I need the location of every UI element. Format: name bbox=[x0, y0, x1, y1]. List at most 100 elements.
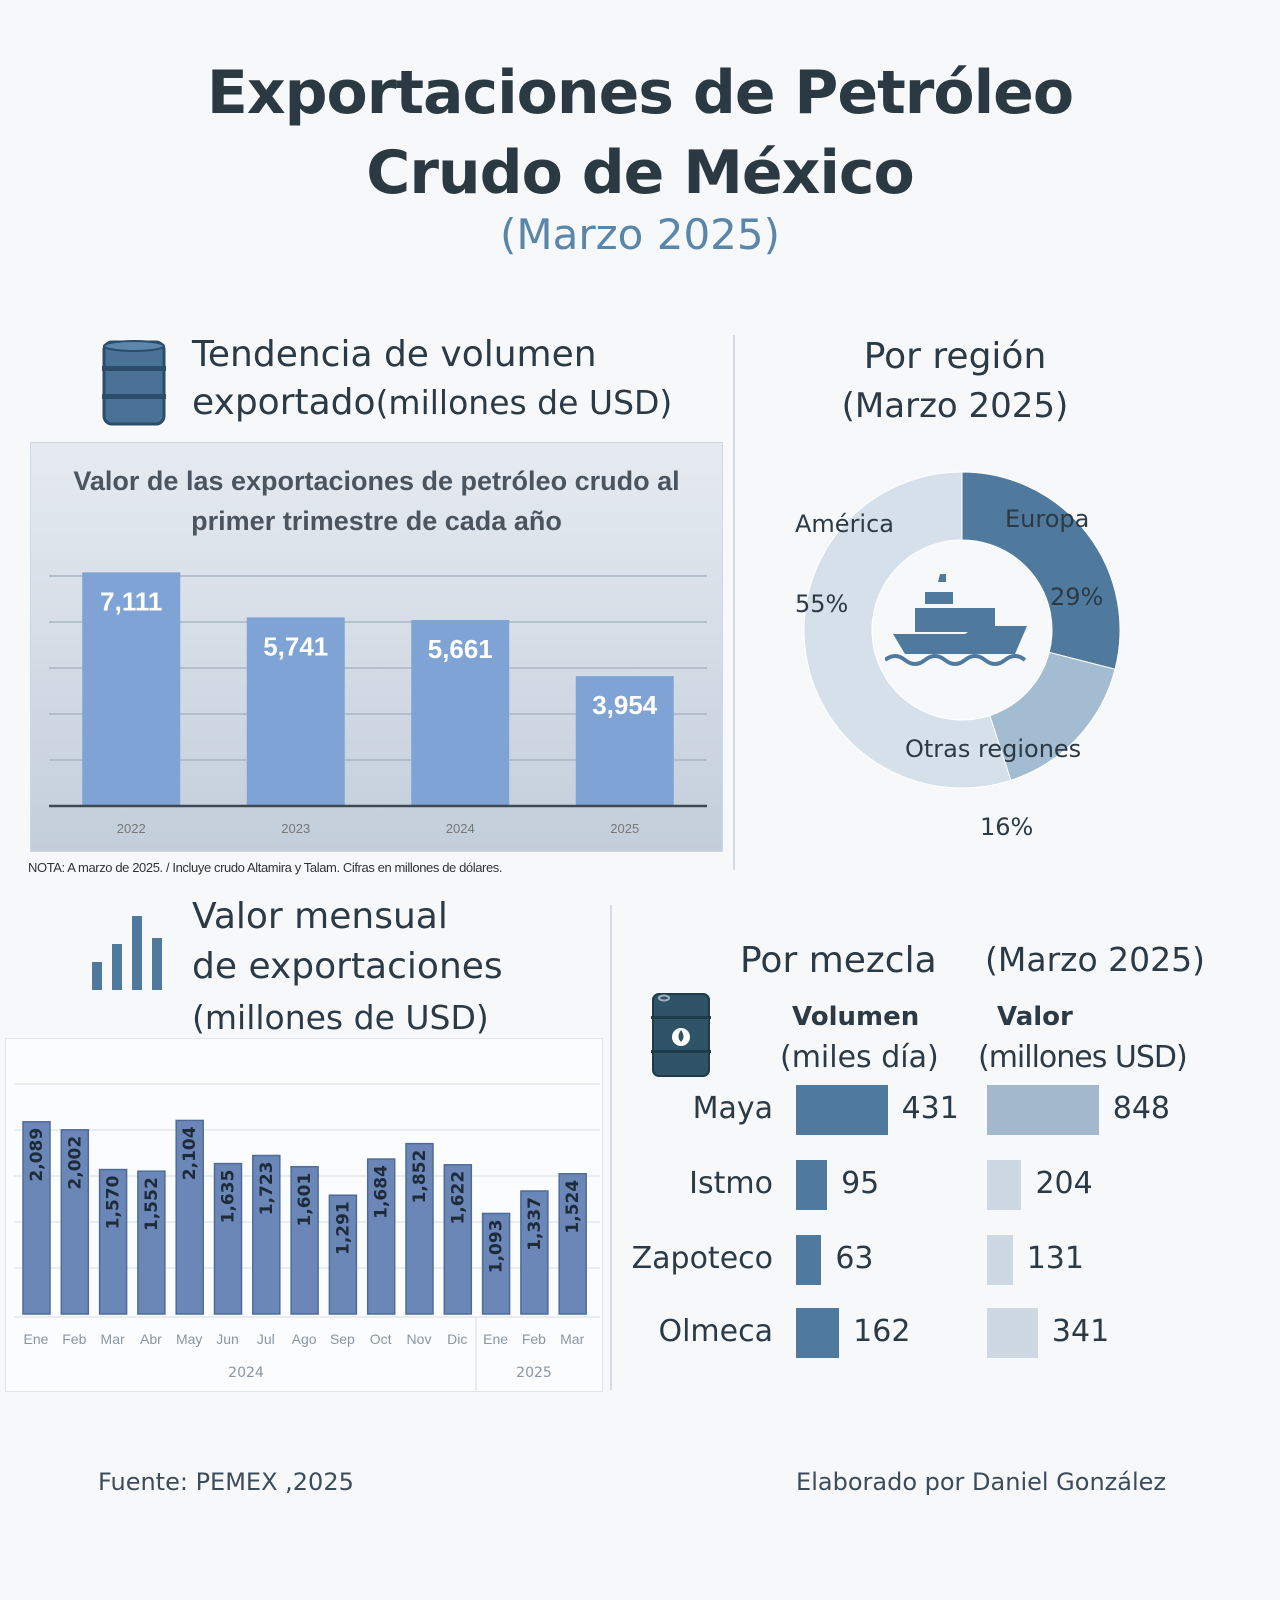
ship-icon bbox=[885, 574, 1027, 666]
x-tick-label: 2022 bbox=[117, 821, 146, 836]
section-divider bbox=[733, 335, 735, 870]
value-value: 131 bbox=[1026, 1241, 1084, 1276]
x-tick-label: Jun bbox=[216, 1331, 239, 1347]
donut-value-otras: 16% bbox=[980, 813, 1034, 841]
bar-2 bbox=[98, 1168, 128, 1315]
bar-10 bbox=[405, 1142, 434, 1315]
x-tick-label: Ene bbox=[24, 1331, 49, 1347]
bar-2023 bbox=[246, 617, 345, 806]
bar-value-label: 1,635 bbox=[219, 1170, 239, 1224]
bar-value-label: 5,741 bbox=[263, 631, 328, 661]
x-tick-label: Dic bbox=[447, 1331, 467, 1347]
oil-barrel-icon bbox=[102, 340, 166, 426]
x-tick-label: 2023 bbox=[281, 821, 310, 836]
value-bar bbox=[987, 1308, 1038, 1358]
mix-col2-label: Valor bbox=[997, 1002, 1073, 1032]
bar-value-label: 3,954 bbox=[592, 690, 658, 720]
mix-row-label: Olmeca bbox=[658, 1314, 773, 1349]
x-tick-label: Feb bbox=[62, 1331, 86, 1347]
mix-col1-unit: (miles día) bbox=[780, 1040, 939, 1075]
value-value: 341 bbox=[1051, 1314, 1110, 1349]
bar-14 bbox=[558, 1173, 587, 1315]
mix-row-label: Zapoteco bbox=[631, 1241, 773, 1276]
x-tick-label: Jul bbox=[257, 1331, 275, 1347]
region-heading-line1: Por región bbox=[863, 336, 1047, 377]
group-label-2024: 2024 bbox=[228, 1365, 264, 1381]
bar-11 bbox=[443, 1164, 473, 1315]
footer-source: Fuente: PEMEX ,2025 bbox=[98, 1468, 354, 1496]
annual-exports-chart: Valor de las exportaciones de petróleo c… bbox=[30, 442, 723, 852]
mix-heading: Por mezcla bbox=[740, 940, 937, 981]
section-divider bbox=[610, 905, 612, 1390]
x-tick-label: Mar bbox=[560, 1331, 584, 1347]
bar-value-label: 7,111 bbox=[100, 586, 162, 616]
bar-value-label: 1,337 bbox=[525, 1197, 545, 1251]
page-subtitle: (Marzo 2025) bbox=[500, 210, 780, 259]
bar-value-label: 1,622 bbox=[448, 1171, 468, 1225]
donut-slice-américa bbox=[803, 471, 1012, 789]
bar-8 bbox=[328, 1194, 358, 1315]
donut-label-otras: Otras regiones bbox=[905, 735, 1082, 763]
volume-bar bbox=[796, 1160, 828, 1210]
bar-value-label: 1,093 bbox=[487, 1219, 507, 1273]
x-tick-label: Ene bbox=[483, 1331, 508, 1347]
volume-bar bbox=[796, 1085, 888, 1135]
bar-value-label: 1,601 bbox=[295, 1173, 315, 1227]
bar-9 bbox=[366, 1158, 396, 1315]
bar-value-label: 2,104 bbox=[180, 1126, 200, 1180]
monthly-heading-line1: Valor mensual bbox=[192, 896, 448, 937]
bar-value-label: 1,852 bbox=[410, 1150, 430, 1204]
trend-heading-unit: (millones de USD) bbox=[375, 383, 673, 422]
bar-chart-icon bbox=[92, 916, 162, 990]
bar-2024 bbox=[411, 619, 510, 806]
trend-heading-line1: Tendencia de volumen bbox=[192, 334, 597, 375]
monthly-heading-unit: (millones de USD) bbox=[192, 998, 489, 1037]
bar-13 bbox=[520, 1190, 549, 1315]
region-donut-chart bbox=[803, 471, 1121, 789]
monthly-heading-line2: de exportaciones bbox=[192, 946, 503, 987]
volume-value: 63 bbox=[835, 1241, 874, 1276]
value-value: 204 bbox=[1035, 1166, 1093, 1201]
donut-value-america: 55% bbox=[795, 590, 849, 618]
volume-value: 95 bbox=[841, 1166, 880, 1201]
monthly-exports-chart: 2,089 Ene 2,002 Feb 1,570 Mar 1,552 Abr 2,104 May… bbox=[5, 1038, 603, 1392]
volume-value: 431 bbox=[901, 1091, 959, 1126]
bar-3 bbox=[137, 1170, 166, 1315]
x-tick-label: Ago bbox=[292, 1331, 317, 1347]
bar-value-label: 1,723 bbox=[257, 1161, 277, 1215]
bar-5 bbox=[213, 1162, 243, 1315]
x-tick-label: Abr bbox=[140, 1331, 162, 1347]
mix-row-label: Istmo bbox=[689, 1166, 773, 1201]
bar-12 bbox=[481, 1212, 511, 1315]
x-tick-label: Nov bbox=[407, 1331, 432, 1347]
x-tick-label: Sep bbox=[330, 1331, 355, 1347]
bar-2022 bbox=[82, 572, 181, 806]
donut-slice-europa bbox=[961, 471, 1121, 670]
x-tick-label: May bbox=[176, 1331, 202, 1347]
page-title-line1: Exportaciones de Petróleo bbox=[206, 58, 1074, 128]
mix-col1-label: Volumen bbox=[792, 1002, 920, 1032]
value-bar bbox=[987, 1160, 1022, 1210]
bar-value-label: 5,661 bbox=[428, 634, 493, 664]
donut-label-america: América bbox=[795, 510, 894, 538]
volume-bar bbox=[796, 1308, 840, 1358]
bar-value-label: 1,552 bbox=[142, 1177, 162, 1231]
bar-value-label: 1,684 bbox=[372, 1165, 392, 1219]
bar-1 bbox=[60, 1129, 90, 1315]
value-bar bbox=[987, 1085, 1099, 1135]
mix-row-label: Maya bbox=[692, 1091, 773, 1126]
bar-value-label: 1,291 bbox=[333, 1201, 353, 1255]
x-tick-label: Oct bbox=[370, 1331, 392, 1347]
bar-value-label: 2,089 bbox=[27, 1128, 47, 1182]
page-title-line2: Crudo de México bbox=[366, 138, 914, 208]
x-tick-label: Mar bbox=[101, 1331, 125, 1347]
x-tick-label: 2024 bbox=[446, 821, 475, 836]
bar-0 bbox=[22, 1121, 51, 1315]
group-label-2025: 2025 bbox=[516, 1365, 552, 1381]
bar-value-label: 1,570 bbox=[104, 1175, 124, 1229]
volume-bar bbox=[796, 1235, 822, 1285]
bar-2025 bbox=[575, 676, 674, 806]
volume-value: 162 bbox=[853, 1314, 911, 1349]
x-tick-label: 2025 bbox=[610, 821, 639, 836]
x-tick-label: Feb bbox=[522, 1331, 546, 1347]
